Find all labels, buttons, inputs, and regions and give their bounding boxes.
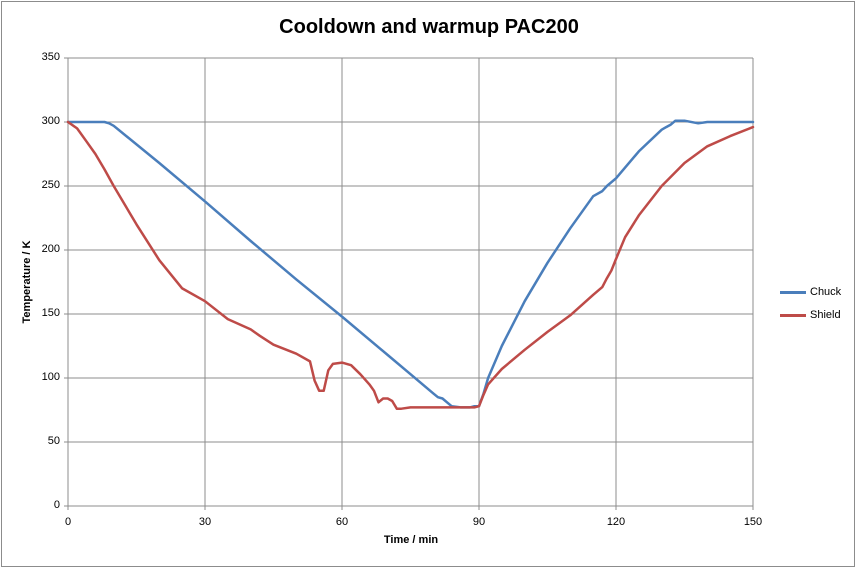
y-tick-label: 0 [53, 499, 60, 511]
y-tick-label: 350 [41, 51, 60, 63]
y-tick-label: 100 [41, 371, 60, 383]
y-tick-label: 150 [41, 307, 60, 319]
series-line-shield [66, 120, 755, 410]
x-tick-label: 90 [472, 516, 486, 528]
legend-swatch-shield [780, 314, 806, 317]
x-axis-label: Time / min [383, 534, 439, 546]
chart-title: Cooldown and warmup PAC200 [279, 16, 579, 38]
x-tick-label: 30 [198, 516, 212, 528]
grid-lines [68, 57, 754, 506]
y-tick-label: 200 [41, 243, 60, 255]
x-tick-label: 120 [606, 516, 626, 528]
x-tick-label: 60 [335, 516, 349, 528]
x-tick-label: 0 [64, 516, 72, 528]
legend-label-shield: Shield [810, 309, 841, 321]
y-tick-label: 50 [47, 435, 60, 447]
axes [64, 57, 754, 510]
legend-swatch-chuck [780, 291, 806, 294]
series-lines [66, 119, 755, 410]
legend-label-chuck: Chuck [810, 286, 842, 298]
x-tick-label: 150 [743, 516, 763, 528]
y-tick-label: 250 [41, 179, 60, 191]
y-tick-label: 300 [41, 115, 60, 127]
series-line-chuck [66, 119, 755, 409]
